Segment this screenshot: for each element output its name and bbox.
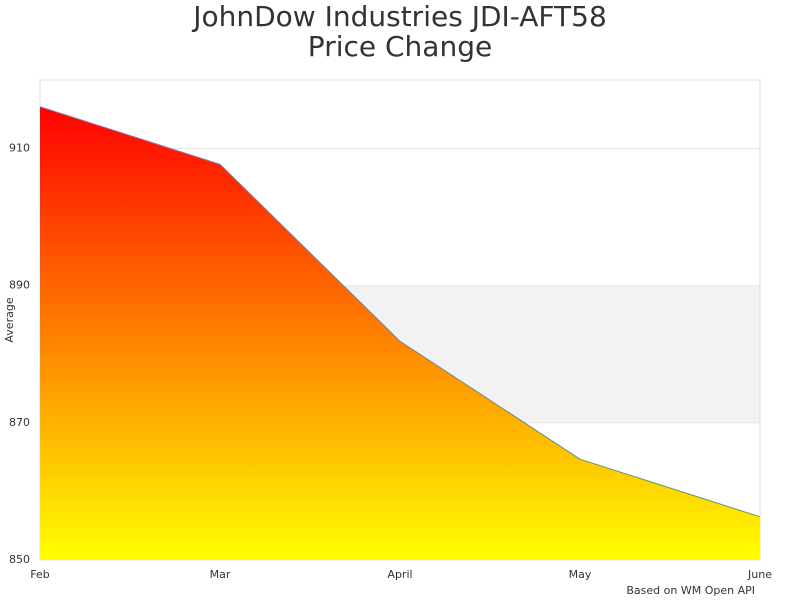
plot-area: 850 870 890 910 Feb Mar April May June — [9, 79, 772, 581]
x-tick-label: June — [747, 568, 772, 581]
y-tick-label: 870 — [9, 416, 30, 429]
x-tick-label: Mar — [210, 568, 231, 581]
line — [39, 106, 761, 518]
chart-title: Price Change — [308, 30, 492, 63]
chart-title: JohnDow Industries JDI-AFT58 — [191, 0, 607, 33]
y-axis-label: Average — [3, 297, 16, 342]
x-tick-label: Feb — [30, 568, 49, 581]
x-tick-label: April — [387, 568, 412, 581]
y-tick-label: 850 — [9, 553, 30, 566]
y-tick-label: 910 — [9, 142, 30, 155]
x-tick-label: May — [569, 568, 592, 581]
area — [40, 106, 760, 560]
y-tick-label: 890 — [9, 279, 30, 292]
credit: Based on WM Open API — [626, 584, 755, 597]
